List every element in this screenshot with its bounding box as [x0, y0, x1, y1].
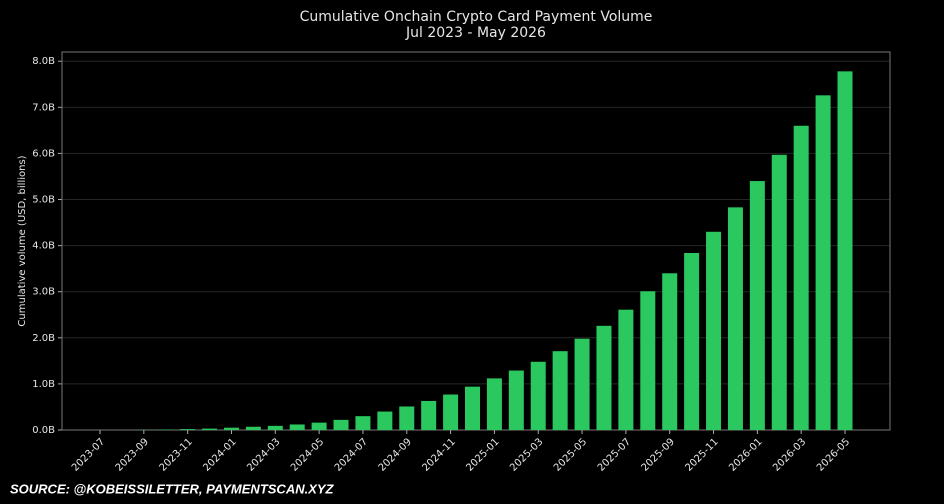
bar: [465, 386, 480, 430]
bar: [684, 252, 700, 430]
y-tick-label: 8.0B: [32, 56, 55, 67]
source: SOURCE: @KOBEISSILETTER, PAYMENTSCAN.XYZ: [10, 481, 335, 496]
bar: [596, 325, 612, 430]
y-tick-label: 1.0B: [32, 379, 55, 390]
bar: [706, 231, 722, 430]
bar: [311, 422, 327, 430]
bar: [508, 370, 524, 430]
y-tick-label: 4.0B: [32, 241, 55, 252]
bar: [552, 351, 568, 430]
bar: [421, 400, 437, 430]
y-tick-label: 2.0B: [32, 333, 55, 344]
bar: [486, 378, 502, 430]
bar: [245, 426, 261, 430]
y-tick-label: 5.0B: [32, 195, 55, 206]
y-axis-label: Cumulative volume (USD, billions): [17, 155, 28, 326]
bar: [837, 71, 853, 431]
bar: [399, 406, 415, 430]
y-tick-label: 7.0B: [32, 102, 55, 113]
bar: [443, 394, 459, 430]
bar: [289, 424, 305, 430]
chart-title: Cumulative Onchain Crypto Card Payment V…: [300, 9, 653, 25]
bar: [223, 427, 239, 430]
bar: [267, 425, 283, 430]
bar: [640, 291, 656, 430]
bar: [749, 181, 765, 430]
bar: [662, 273, 678, 430]
bar: [727, 207, 743, 430]
bar: [530, 361, 546, 430]
bar: [574, 338, 590, 430]
bar: [355, 416, 371, 430]
bar: [793, 125, 809, 430]
y-tick-label: 0.0B: [32, 425, 55, 436]
bar: [180, 429, 196, 430]
bar: [202, 428, 218, 430]
bar: [377, 411, 393, 430]
chart-subtitle: Jul 2023 - May 2026: [405, 25, 546, 41]
bar: [815, 95, 831, 430]
y-tick-label: 6.0B: [32, 148, 55, 159]
bar: [618, 309, 634, 430]
bar: [333, 419, 349, 430]
bar: [771, 154, 787, 431]
y-tick-label: 3.0B: [32, 287, 55, 298]
